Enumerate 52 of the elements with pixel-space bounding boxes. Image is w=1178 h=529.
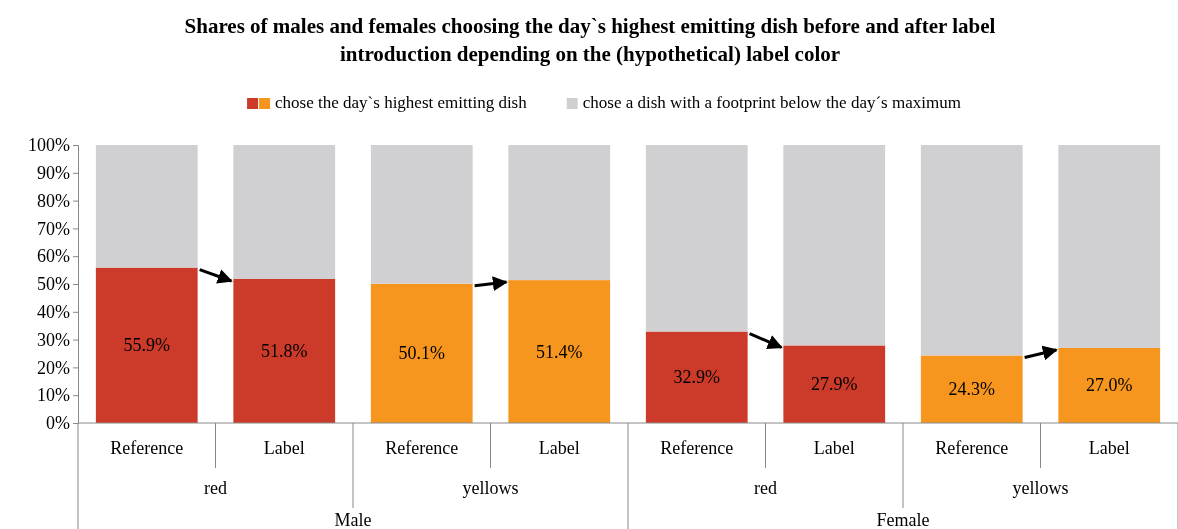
data-label: 24.3%: [948, 379, 995, 400]
text: yellows: [462, 478, 519, 498]
x-tick-label: Label: [1088, 438, 1130, 458]
legend-label: chose the day`s highest emitting dish: [275, 93, 528, 112]
x-tick-label: Reference: [110, 438, 184, 458]
x-tick-label: Label: [263, 438, 305, 458]
bar: [645, 145, 748, 332]
y-tick-label: 60%: [37, 246, 70, 267]
data-label: 55.9%: [123, 335, 170, 356]
text: red: [754, 478, 777, 498]
bar: [95, 267, 198, 423]
y-tick-label: 80%: [37, 190, 70, 211]
y-tick-label: 70%: [37, 218, 70, 239]
y-tick-label: 20%: [37, 357, 70, 378]
bar: [1058, 145, 1161, 348]
data-label: 27.9%: [811, 374, 858, 395]
data-label: 27.0%: [1086, 375, 1133, 396]
bar: [508, 145, 611, 281]
data-label: 51.8%: [261, 341, 308, 361]
y-tick-label: 90%: [37, 163, 70, 184]
x-tick-label: Reference: [385, 438, 459, 458]
y-tick-label: 40%: [37, 302, 70, 323]
legend-label: chose a dish with a footprint below the day´s maximum: [582, 93, 961, 112]
chart-title: Shares of males and females choosing the day`s highest emitting dish before and after label introduction depending on the (hypothetical) label color: [183, 13, 997, 68]
bar: [370, 145, 473, 284]
x-tick-label: Label: [813, 438, 855, 458]
bar: [783, 345, 886, 423]
bar: [508, 280, 611, 423]
data-label: 51.4%: [536, 341, 583, 362]
y-tick-label: 10%: [37, 385, 70, 406]
text: red: [204, 478, 227, 498]
bar: [920, 145, 1023, 356]
bar: [233, 279, 336, 423]
y-tick-label: 0%: [46, 413, 70, 434]
y-tick-label: 100%: [28, 135, 70, 156]
bar: [95, 145, 198, 268]
data-label: 32.9%: [673, 367, 720, 388]
x-tick-label: Label: [538, 438, 580, 458]
bar: [1058, 347, 1161, 423]
x-tick-label: Reference: [935, 438, 1009, 458]
text: Male: [334, 510, 372, 529]
bar: [370, 283, 473, 423]
bar: [920, 355, 1023, 423]
bar: [645, 331, 748, 423]
y-tick-label: 30%: [37, 329, 70, 350]
bar: [783, 145, 886, 346]
text: yellows: [1012, 478, 1069, 498]
x-tick-label: Reference: [660, 438, 734, 458]
y-tick-label: 50%: [37, 274, 70, 295]
bar: [233, 145, 336, 279]
text: Female: [876, 510, 930, 529]
data-label: 50.1%: [398, 343, 445, 364]
